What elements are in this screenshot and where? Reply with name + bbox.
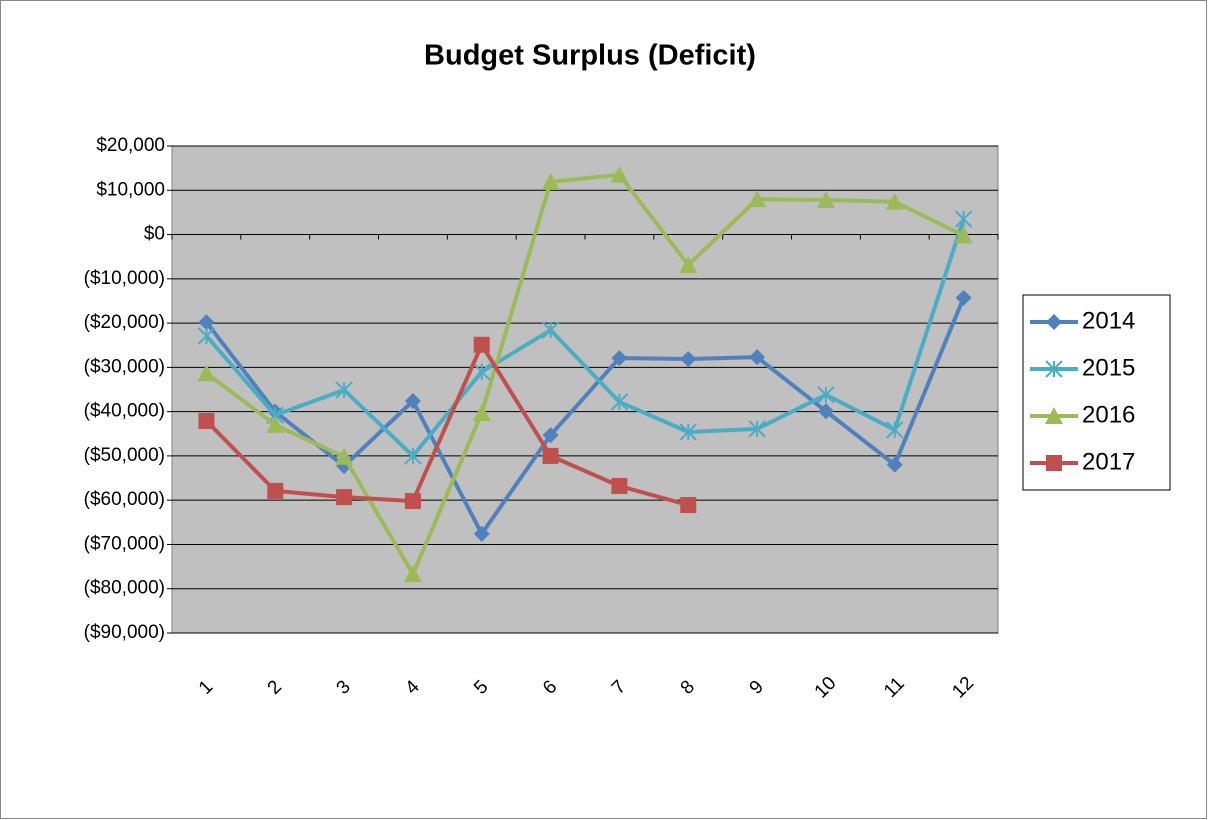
data-point <box>336 489 353 506</box>
legend-label: 2017 <box>1082 448 1135 475</box>
data-point <box>197 327 216 345</box>
data-point <box>817 386 835 404</box>
data-point <box>954 226 973 244</box>
data-point <box>198 412 215 429</box>
data-point <box>679 423 697 441</box>
data-point <box>541 172 560 190</box>
legend-label: 2014 <box>1082 307 1135 334</box>
y-tick-label: ($90,000) <box>84 622 165 643</box>
data-point <box>886 456 903 473</box>
data-point <box>679 256 698 274</box>
data-point <box>680 350 697 367</box>
y-tick-label: ($10,000) <box>84 268 165 289</box>
data-point <box>542 427 559 444</box>
data-point <box>955 289 972 306</box>
legend-label: 2016 <box>1082 401 1135 428</box>
legend-marker <box>1046 455 1062 471</box>
data-point <box>541 321 560 339</box>
y-tick-label: $20,000 <box>96 135 165 156</box>
chart-title: Budget Surplus (Deficit) <box>424 40 756 72</box>
legend-marker <box>1045 360 1063 378</box>
data-point <box>335 447 354 465</box>
y-tick-label: ($80,000) <box>84 578 165 599</box>
data-point <box>473 363 491 381</box>
data-point <box>611 350 628 367</box>
data-point <box>473 525 490 542</box>
series-line <box>205 172 965 577</box>
y-tick-label: ($40,000) <box>84 401 165 422</box>
data-point <box>611 478 628 495</box>
series-line <box>204 297 966 536</box>
legend-marker <box>1045 407 1063 424</box>
data-point <box>472 403 491 421</box>
data-point <box>542 447 559 464</box>
data-point <box>749 349 766 366</box>
data-point <box>267 482 284 499</box>
data-point <box>335 381 353 399</box>
data-point <box>404 447 422 465</box>
y-tick-label: ($70,000) <box>84 533 165 554</box>
data-point <box>817 403 834 420</box>
data-point <box>404 393 421 410</box>
y-tick-label: ($30,000) <box>84 356 165 377</box>
data-point <box>404 493 421 510</box>
data-point <box>610 393 629 411</box>
data-point <box>748 190 767 208</box>
legend-marker <box>1046 314 1062 330</box>
plot-area <box>171 145 999 634</box>
data-point <box>473 336 490 353</box>
y-tick-label: ($50,000) <box>84 445 165 466</box>
series-line <box>204 342 689 507</box>
y-tick-label: ($60,000) <box>84 489 165 510</box>
y-tick-label: $10,000 <box>96 179 165 200</box>
data-point <box>885 192 904 210</box>
data-point <box>886 421 904 439</box>
data-point <box>266 415 285 433</box>
y-tick-label: ($20,000) <box>84 312 165 333</box>
legend-label: 2015 <box>1082 354 1135 381</box>
data-point <box>954 210 973 228</box>
data-point <box>197 364 216 382</box>
data-point <box>816 191 835 209</box>
data-point <box>610 165 629 183</box>
legend-box <box>1022 294 1171 491</box>
data-point <box>680 497 697 514</box>
data-point <box>748 420 766 438</box>
series-line <box>204 218 966 458</box>
data-point <box>403 565 422 583</box>
data-point <box>198 314 215 331</box>
y-tick-label: $0 <box>144 224 165 245</box>
